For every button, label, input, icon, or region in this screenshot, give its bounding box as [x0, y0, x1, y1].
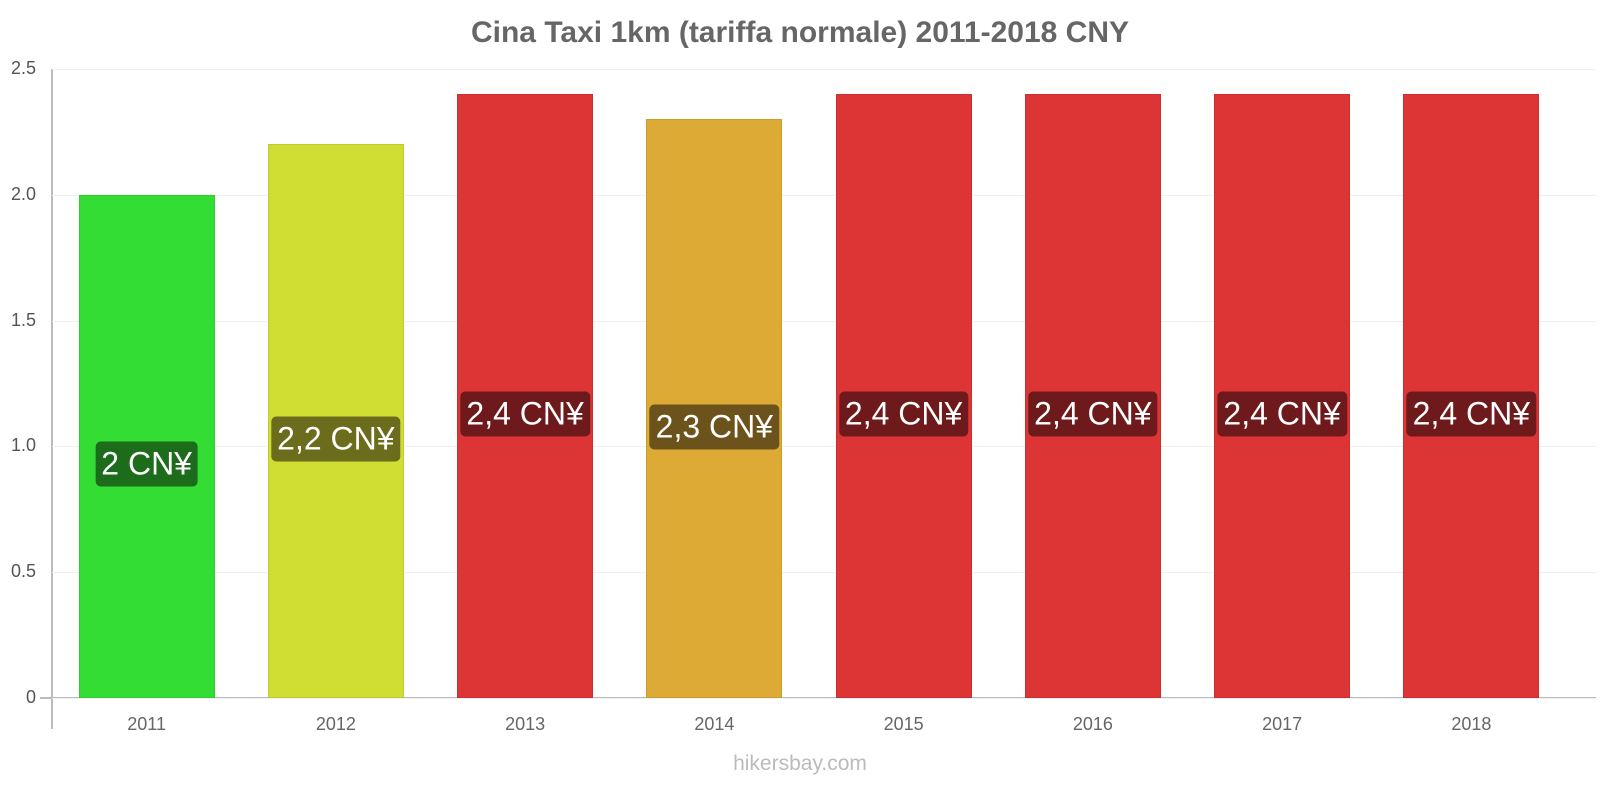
chart-title: Cina Taxi 1km (tariffa normale) 2011-201… [470, 16, 1130, 49]
x-tick-label: 2018 [1451, 714, 1492, 734]
gridline [52, 194, 1596, 196]
y-tick-label: 1.5 [10, 309, 36, 330]
gridline [52, 446, 1596, 448]
data-label: 2,4 CN¥ [460, 391, 590, 437]
data-label: 2,4 CN¥ [1217, 391, 1347, 437]
data-label: 2,4 CN¥ [1028, 391, 1158, 437]
y-tick-label: 2.5 [10, 58, 36, 78]
data-label: 2,3 CN¥ [649, 404, 780, 450]
y-tick-label: 1.0 [10, 435, 36, 456]
x-tick-label: 2012 [315, 714, 356, 734]
x-tick-label: 2011 [127, 714, 166, 734]
y-tick-label: 2.0 [10, 183, 36, 204]
source-credit: hikersbay.com [733, 752, 867, 775]
gridline [52, 320, 1596, 322]
x-tick-label: 2013 [505, 714, 546, 734]
y-axis [51, 69, 53, 729]
data-label: 2 CN¥ [95, 441, 198, 487]
gridline [52, 572, 1596, 574]
data-label: 2,4 CN¥ [1406, 391, 1537, 437]
x-tick-label: 2015 [883, 714, 924, 734]
x-tick-label: 2017 [1262, 714, 1303, 734]
y-tick-label: 0 [25, 687, 36, 707]
data-label: 2,2 CN¥ [271, 416, 401, 462]
gridline [52, 698, 1596, 699]
gridline [52, 69, 1596, 70]
x-tick-label: 2014 [694, 714, 735, 734]
y-tick-label: 0.5 [10, 561, 36, 582]
x-tick-label: 2016 [1072, 714, 1113, 734]
data-label: 2,4 CN¥ [838, 391, 969, 437]
